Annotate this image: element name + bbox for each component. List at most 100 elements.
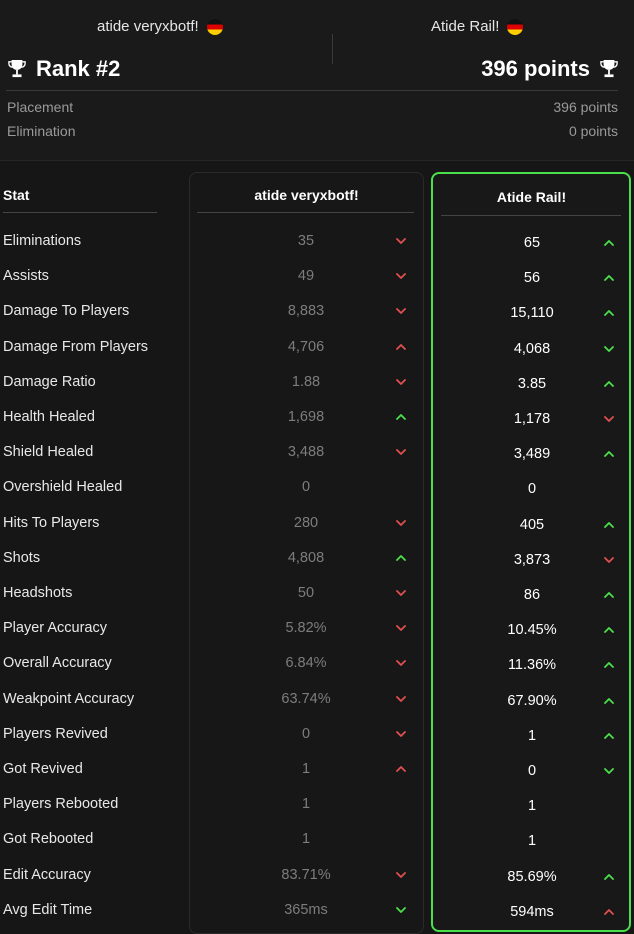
table-row: Damage To Players 8,883 15,110 <box>0 303 634 333</box>
elimination-value: 0 points <box>568 123 618 139</box>
germany-flag-icon <box>206 18 223 35</box>
player-left-trend <box>394 655 408 675</box>
player-right-value: 3.85 <box>517 375 547 392</box>
player-left-trend <box>394 620 408 640</box>
player-left-trend <box>394 339 408 359</box>
chevron-down-icon <box>396 374 406 390</box>
player-right-trend <box>602 446 616 466</box>
chevron-up-icon <box>396 550 406 566</box>
chevron-down-icon <box>396 655 406 671</box>
player-left-trend <box>394 761 408 781</box>
player-right-label: Atide Rail! <box>431 18 500 35</box>
player-right-trend <box>602 798 616 818</box>
player-left-trend <box>394 479 408 499</box>
player-right-trend <box>602 552 616 572</box>
player-right-header-underline <box>441 215 621 216</box>
player-right-trend <box>602 763 616 783</box>
player-left-trend <box>394 303 408 323</box>
player-left-header-underline <box>197 212 414 213</box>
stat-label: Hits To Players <box>3 514 100 531</box>
stat-label: Player Accuracy <box>3 620 107 637</box>
player-right-value: 1 <box>527 798 537 815</box>
player-left-value: 365ms <box>284 901 328 918</box>
player-right-trend <box>602 305 616 325</box>
stat-label: Players Revived <box>3 725 108 742</box>
chevron-up-icon <box>604 587 614 603</box>
chevron-up-icon <box>604 728 614 744</box>
player-left-trend <box>394 831 408 851</box>
player-left-name[interactable]: atide veryxbotf! <box>97 18 223 35</box>
player-right-value: 4,068 <box>513 340 551 357</box>
player-right-trend <box>602 587 616 607</box>
player-right-value: 405 <box>519 516 545 533</box>
player-left-label: atide veryxbotf! <box>97 18 199 35</box>
stat-label: Edit Accuracy <box>3 866 91 883</box>
table-row: Overall Accuracy 6.84% 11.36% <box>0 655 634 685</box>
stat-label: Overall Accuracy <box>3 655 112 672</box>
player-right-value: 15,110 <box>510 305 554 322</box>
player-right-column-header[interactable]: Atide Rail! <box>496 189 567 205</box>
table-row: Health Healed 1,698 1,178 <box>0 409 634 439</box>
player-right-trend <box>602 376 616 396</box>
points-display: 396 points <box>481 56 618 82</box>
player-left-value: 63.74% <box>281 690 331 707</box>
summary-divider <box>6 90 618 91</box>
player-left-value: 83.71% <box>281 866 331 883</box>
player-right-name[interactable]: Atide Rail! <box>431 18 524 35</box>
chevron-down-icon <box>396 726 406 742</box>
player-right-trend <box>602 270 616 290</box>
chevron-up-icon <box>604 446 614 462</box>
chevron-down-icon <box>604 552 614 568</box>
player-left-trend <box>394 902 408 922</box>
player-right-trend <box>602 481 616 501</box>
chevron-up-icon <box>396 761 406 777</box>
player-left-value: 0 <box>301 725 311 742</box>
player-left-value: 4,706 <box>287 338 325 355</box>
player-left-trend <box>394 726 408 746</box>
player-left-column-header[interactable]: atide veryxbotf! <box>254 187 359 203</box>
table-row: Damage From Players 4,706 4,068 <box>0 339 634 369</box>
player-right-trend <box>602 341 616 361</box>
player-right-column-highlighted <box>431 172 631 932</box>
stat-label: Health Healed <box>3 409 95 425</box>
player-right-trend <box>602 693 616 713</box>
table-row: Overshield Healed 0 0 <box>0 479 634 509</box>
player-right-value: 65 <box>523 235 541 251</box>
match-summary-header <box>0 0 634 161</box>
stat-label: Shield Healed <box>3 444 94 461</box>
stat-label: Avg Edit Time <box>3 901 93 918</box>
chevron-down-icon <box>396 303 406 319</box>
player-right-value: 1 <box>527 833 537 850</box>
player-left-value: 1 <box>301 796 311 813</box>
chevron-down-icon <box>396 233 406 249</box>
player-left-column <box>189 172 424 934</box>
player-right-value: 3,489 <box>513 446 551 463</box>
chevron-down-icon <box>396 867 406 883</box>
player-right-value: 10.45% <box>507 622 557 639</box>
stat-label: Eliminations <box>3 233 82 249</box>
player-right-trend <box>602 833 616 853</box>
chevron-up-icon <box>396 409 406 425</box>
player-left-value: 0 <box>301 479 311 496</box>
germany-flag-icon <box>507 18 524 35</box>
chevron-down-icon <box>604 341 614 357</box>
chevron-up-icon <box>604 517 614 533</box>
stat-label: Got Revived <box>3 761 83 777</box>
table-row: Players Rebooted 1 1 <box>0 796 634 826</box>
player-left-trend <box>394 515 408 535</box>
player-right-value: 0 <box>527 481 537 498</box>
player-left-value: 8,883 <box>287 303 325 320</box>
chevron-down-icon <box>396 620 406 636</box>
player-right-trend <box>602 235 616 255</box>
stat-label: Damage Ratio <box>3 373 96 390</box>
table-row: Got Rebooted 1 1 <box>0 831 634 861</box>
player-right-trend <box>602 517 616 537</box>
chevron-up-icon <box>396 339 406 355</box>
table-row: Avg Edit Time 365ms 594ms <box>0 902 634 932</box>
player-divider <box>332 34 333 64</box>
player-left-trend <box>394 550 408 570</box>
player-right-trend <box>602 904 616 924</box>
chevron-up-icon <box>604 693 614 709</box>
table-row: Hits To Players 280 405 <box>0 515 634 545</box>
chevron-down-icon <box>396 268 406 284</box>
